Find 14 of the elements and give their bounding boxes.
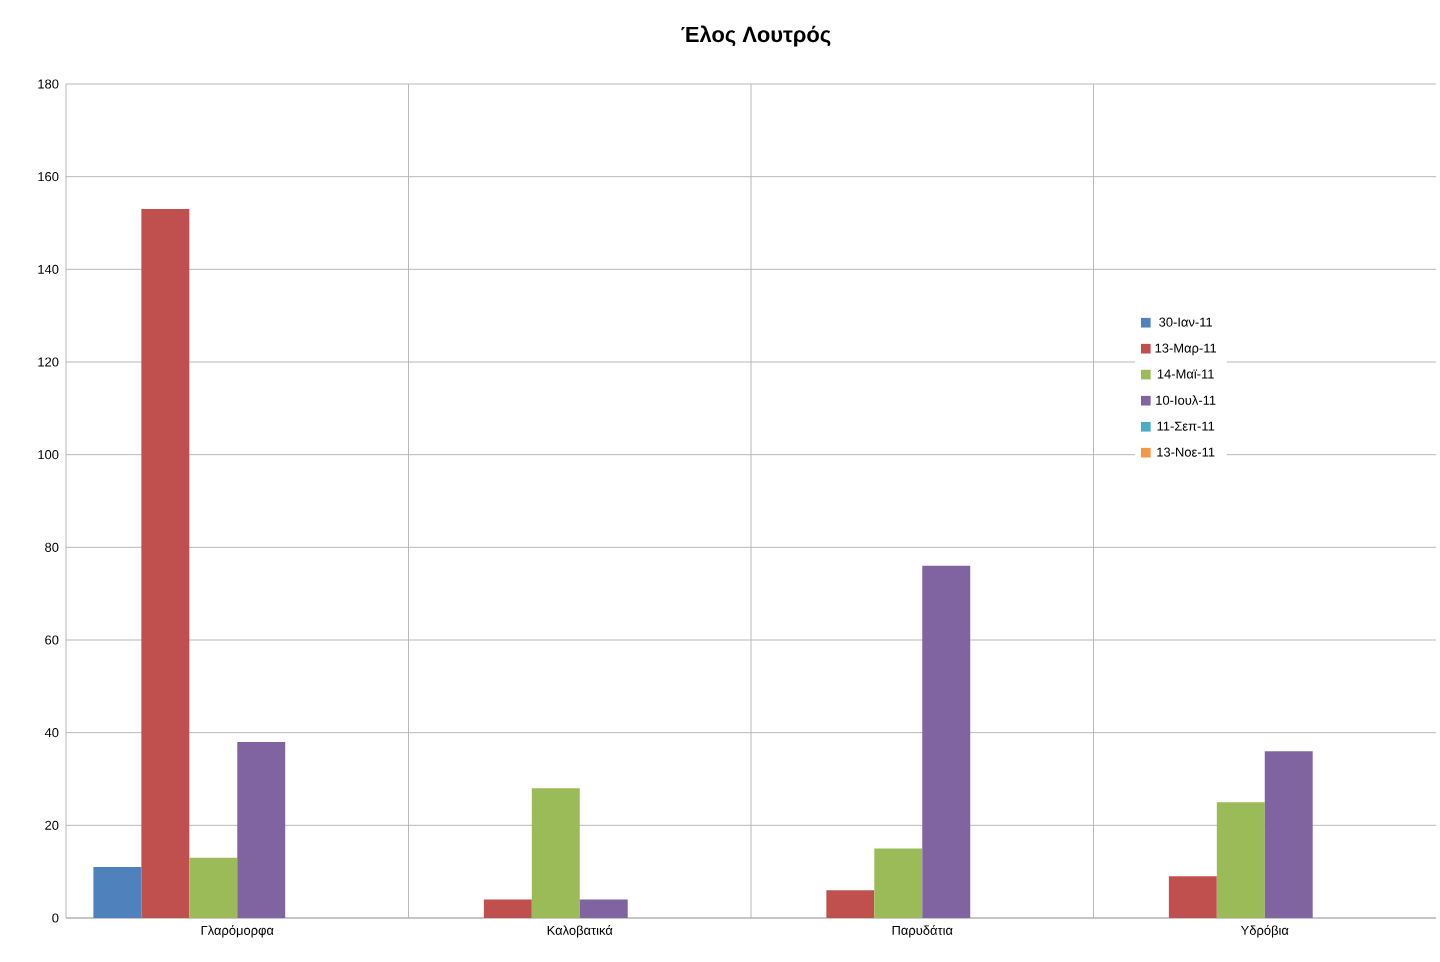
bar (922, 565, 971, 918)
bar (874, 848, 923, 918)
chart-title: Έλος Λουτρός (681, 25, 831, 47)
bar (189, 857, 238, 918)
bar (531, 788, 580, 918)
bar (1264, 751, 1313, 918)
bar (141, 209, 190, 918)
bar (483, 899, 532, 918)
bar (1168, 876, 1217, 918)
bar (1216, 802, 1265, 918)
bar (93, 867, 142, 918)
bar (579, 899, 628, 918)
bar (826, 890, 875, 918)
bar (237, 741, 286, 918)
